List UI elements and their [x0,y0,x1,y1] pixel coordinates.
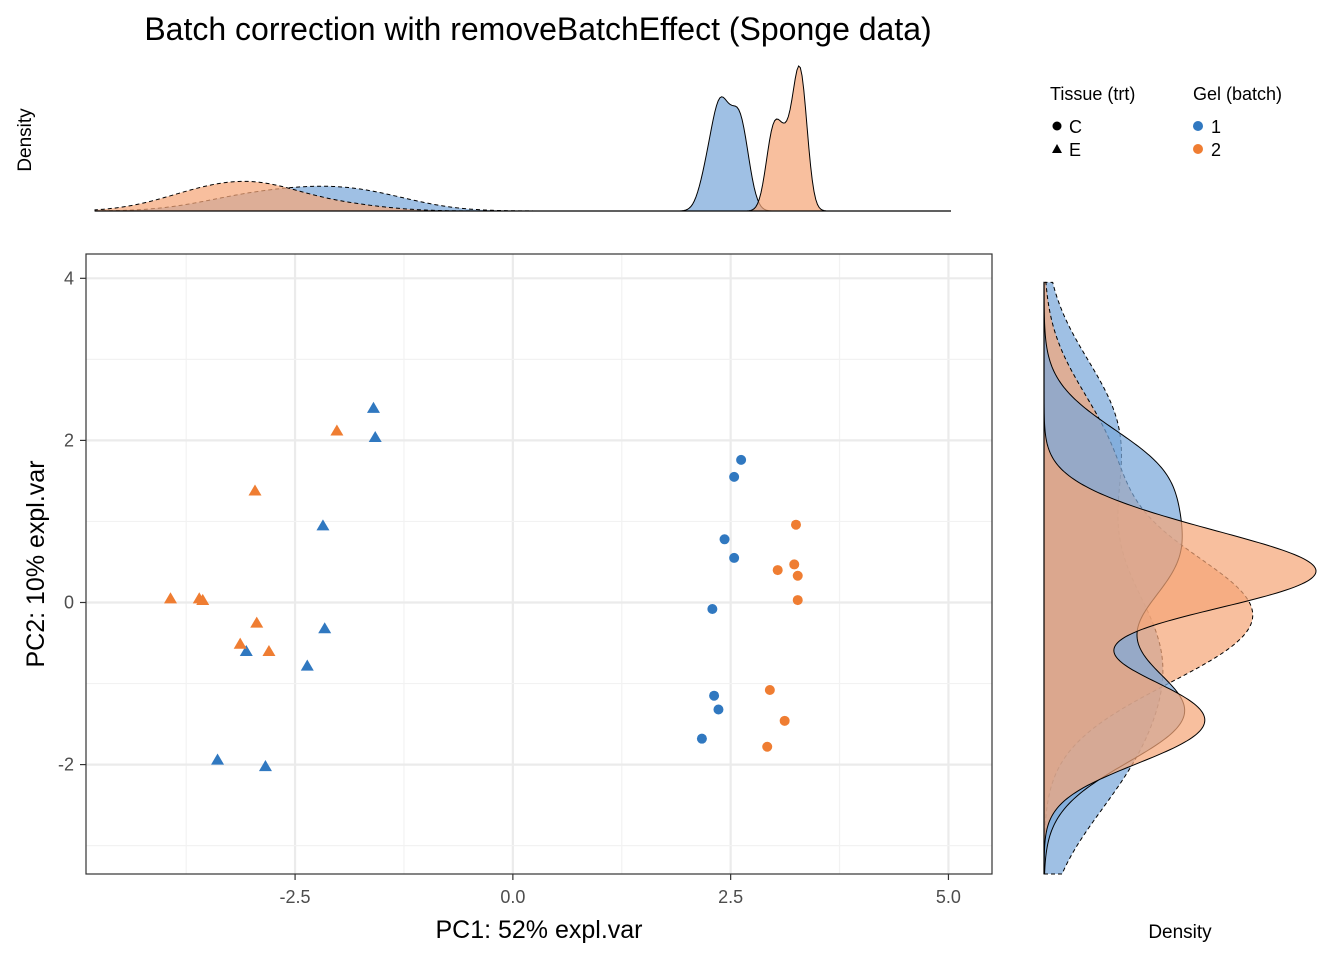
data-point-triangle [318,622,332,634]
data-point-circle [792,595,803,606]
data-point-triangle [164,592,178,604]
data-point-circle [762,741,773,752]
x-tick-label: 2.5 [718,887,743,907]
y-tick-label: 0 [64,592,74,612]
data-point-circle [713,704,724,715]
data-point-triangle [330,424,344,436]
x-tick-label: 0.0 [500,887,525,907]
data-point-circle [764,685,775,696]
top-density-plot [94,65,951,212]
data-point-triangle [316,519,330,531]
y-axis-title: PC2: 10% expl.var [22,460,50,667]
legend-shape-title: Tissue (trt) [1050,84,1135,104]
y-tick-label: -2 [58,755,74,775]
data-point-triangle [250,616,264,628]
legend-triangle-icon [1052,144,1062,153]
plot-background [86,254,992,874]
data-point-triangle [211,753,225,765]
x-tick-label: -2.5 [280,887,311,907]
data-point-circle [696,733,707,744]
chart-title: Batch correction with removeBatchEffect … [144,11,931,47]
y-tick-label: 2 [64,430,74,450]
y-axis-ticks: -2 0 2 4 [58,268,86,775]
legend-batch2-swatch [1193,144,1203,154]
data-point-triangle [368,430,382,443]
data-point-circle [772,565,783,576]
data-point-triangle [196,593,210,605]
data-point-triangle [233,637,247,649]
legend-color-label-2: 2 [1211,140,1221,160]
data-point-circle [709,690,720,701]
legend-circle-icon [1052,121,1062,131]
legend: Tissue (trt) C E Gel (batch) 1 2 [1050,84,1282,160]
data-point-triangle [300,659,314,671]
y-tick-label: 4 [64,268,74,288]
data-point-triangle [258,760,272,772]
top-density-curve [94,180,951,212]
scatter-plot-area: -2.5 0.0 2.5 5.0 -2 0 2 4 [58,253,993,907]
data-point-triangle [366,401,380,413]
data-point-circle [729,471,740,482]
data-point-triangle [248,484,262,496]
legend-batch1-swatch [1193,121,1203,131]
data-point-circle [789,559,800,570]
top-density-label: Density [15,108,36,172]
grid-lines [86,254,992,874]
right-density-plot [1043,281,1317,875]
data-point-circle [707,603,718,614]
data-point-circle [779,715,790,726]
x-axis-ticks: -2.5 0.0 2.5 5.0 [280,874,961,907]
legend-color-title: Gel (batch) [1193,84,1282,104]
legend-shape-label-c: C [1069,117,1082,137]
legend-shape-label-e: E [1069,140,1081,160]
data-point-circle [792,570,803,581]
legend-color-label-1: 1 [1211,117,1221,137]
data-point-circle [736,454,747,465]
data-point-circle [729,552,740,563]
data-points [164,401,803,772]
data-point-circle [790,519,801,530]
plot-border [85,253,993,875]
data-point-circle [719,534,730,545]
right-density-label: Density [1148,922,1212,943]
x-tick-label: 5.0 [936,887,961,907]
data-point-triangle [239,644,253,656]
x-axis-title: PC1: 52% expl.var [435,916,642,944]
data-point-triangle [262,644,276,656]
